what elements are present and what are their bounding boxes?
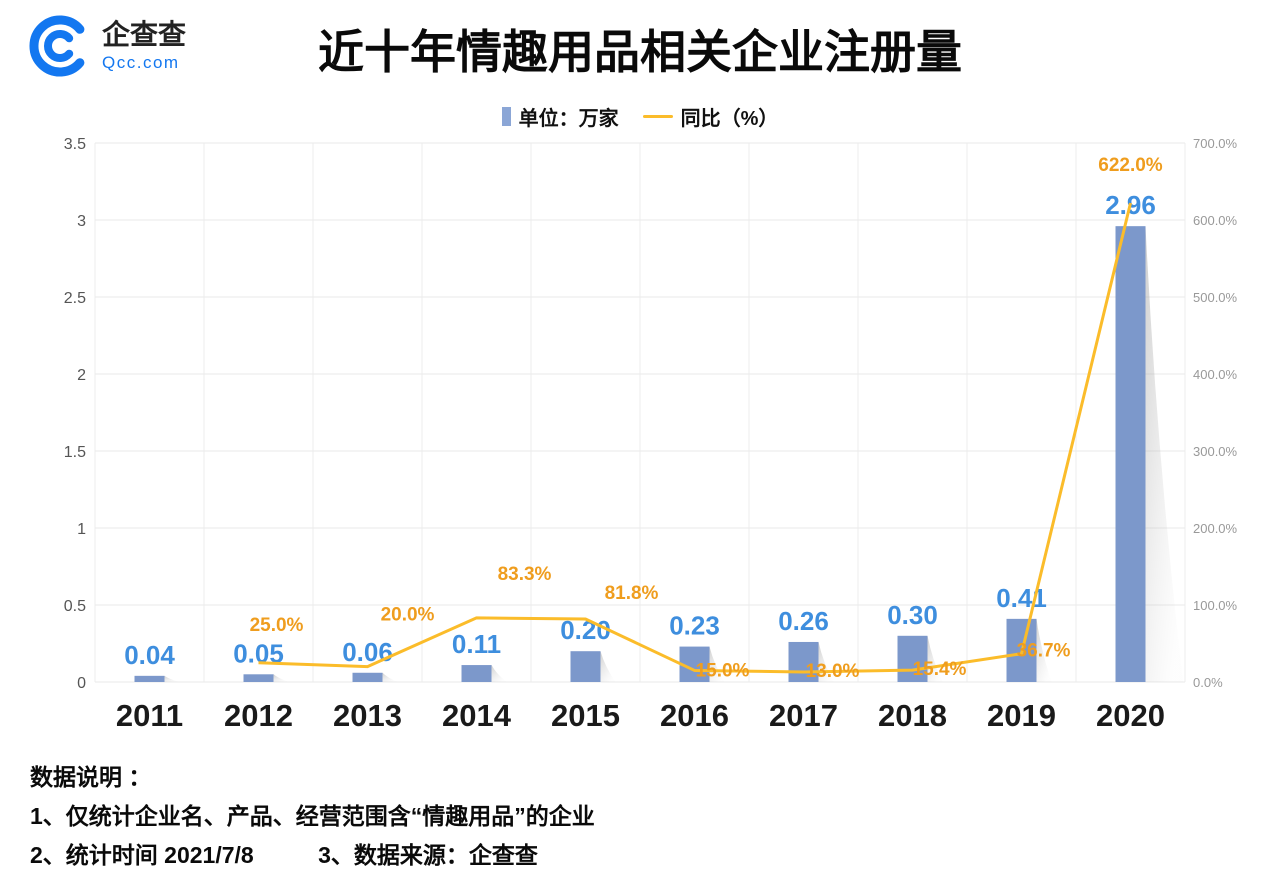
bar-series-label: 单位：万家 xyxy=(518,108,619,130)
x-axis-label-2011: 2011 xyxy=(116,698,183,733)
x-axis-label-2018: 2018 xyxy=(878,698,947,733)
bar-label-2013: 0.06 xyxy=(342,637,393,667)
bar-series-icon xyxy=(501,107,511,126)
footnote-3: 3、数据来源：企查查 xyxy=(318,842,538,868)
x-axis-label-2014: 2014 xyxy=(442,698,512,733)
yoy-line xyxy=(258,202,1132,674)
qcc-logo: 企查查 Qcc.com xyxy=(28,14,186,78)
bar-shadow xyxy=(927,635,943,682)
x-axis-label-2012: 2012 xyxy=(224,698,293,733)
bar-shadow xyxy=(382,672,398,682)
right-axis-tick: 600.0% xyxy=(1193,213,1238,228)
chart-legend: 单位：万家 同比（%） xyxy=(0,102,1280,131)
right-axis-tick: 100.0% xyxy=(1193,598,1238,613)
x-axis-label-2013: 2013 xyxy=(333,698,402,733)
x-axis-label-2020: 2020 xyxy=(1096,698,1165,733)
right-axis-tick: 0.0% xyxy=(1193,675,1223,690)
right-axis-tick: 500.0% xyxy=(1193,290,1238,305)
x-axis-label-2016: 2016 xyxy=(660,698,729,733)
bar-label-2011: 0.04 xyxy=(124,640,175,670)
bar-shadow xyxy=(491,665,507,682)
bar-2013 xyxy=(352,672,383,682)
footnotes: 数据说明 ： 1、仅统计企业名、产品、经营范围含“情趣用品”的企业 2、统计时间… xyxy=(30,758,595,875)
line-series-label: 同比（%） xyxy=(680,108,779,130)
left-axis-tick: 1.5 xyxy=(64,444,86,461)
bar-label-2014: 0.11 xyxy=(452,629,501,659)
bar-2020 xyxy=(1115,226,1146,682)
yoy-label-2017: 13.0% xyxy=(806,661,860,682)
bar-shadow xyxy=(1036,618,1052,682)
bar-shadow xyxy=(273,674,289,682)
left-axis-tick: 0 xyxy=(77,675,86,692)
right-axis-tick: 700.0% xyxy=(1193,136,1238,151)
yoy-label-2012: 25.0% xyxy=(250,615,304,636)
logo-text: 企查查 Qcc.com xyxy=(102,19,186,73)
x-axis-label-2017: 2017 xyxy=(769,698,838,733)
yoy-label-2015: 81.8% xyxy=(605,583,659,604)
bar-2015 xyxy=(570,651,601,682)
bar-2017 xyxy=(788,641,819,682)
yoy-label-2013: 20.0% xyxy=(381,605,435,626)
bar-shadow xyxy=(164,675,180,682)
logo-domain: Qcc.com xyxy=(102,53,180,73)
left-axis-tick: 2 xyxy=(77,367,86,384)
footnote-2: 2、统计时间 2021/7/8 xyxy=(30,842,254,868)
left-axis-tick: 2.5 xyxy=(64,290,86,307)
chart-canvas: 0 0.5 1 1.5 2 2.5 3 3.5 0.0% 100.0% 200.0% 300.0% 40… xyxy=(64,136,1238,733)
logo-name: 企查查 xyxy=(102,18,187,50)
line-series-icon xyxy=(642,115,673,118)
x-axis-label-2015: 2015 xyxy=(551,698,620,733)
bar-shadow xyxy=(1145,226,1183,682)
yoy-label-2019: 36.7% xyxy=(1017,641,1071,662)
yoy-label-2016: 15.0% xyxy=(696,660,750,681)
bar-label-2018: 0.30 xyxy=(887,600,938,630)
yoy-label-2018: 15.4% xyxy=(913,659,967,680)
left-axis-tick: 0.5 xyxy=(64,598,86,615)
footnote-row: 2、统计时间 2021/7/8 3、数据来源：企查查 xyxy=(30,836,595,875)
yoy-label-2014: 83.3% xyxy=(498,564,552,585)
page-title: 近十年情趣用品相关企业注册量 xyxy=(318,26,962,78)
right-axis-tick: 300.0% xyxy=(1193,444,1238,459)
bar-shadow xyxy=(709,646,725,682)
left-axis-tick: 3.5 xyxy=(64,136,86,153)
bar-2018 xyxy=(897,635,928,682)
left-axis-tick: 1 xyxy=(77,521,86,538)
right-axis-tick: 400.0% xyxy=(1193,367,1238,382)
footnote-1: 1、仅统计企业名、产品、经营范围含“情趣用品”的企业 xyxy=(30,803,595,829)
bar-label-2017: 0.26 xyxy=(778,606,829,636)
x-axis-label-2019: 2019 xyxy=(987,698,1056,733)
footnote-heading: 数据说明 ： xyxy=(30,764,152,790)
yoy-label-2020: 622.0% xyxy=(1098,155,1163,176)
bar-shadow xyxy=(600,651,616,682)
right-axis-tick: 200.0% xyxy=(1193,521,1238,536)
bar-2014 xyxy=(461,665,492,682)
qcc-logo-icon xyxy=(29,15,85,77)
bar-label-2016: 0.23 xyxy=(669,611,720,641)
bar-2011 xyxy=(134,675,165,682)
bar-2012 xyxy=(243,674,274,682)
bar-label-2019: 0.41 xyxy=(996,583,1047,613)
left-axis-tick: 3 xyxy=(77,213,86,230)
